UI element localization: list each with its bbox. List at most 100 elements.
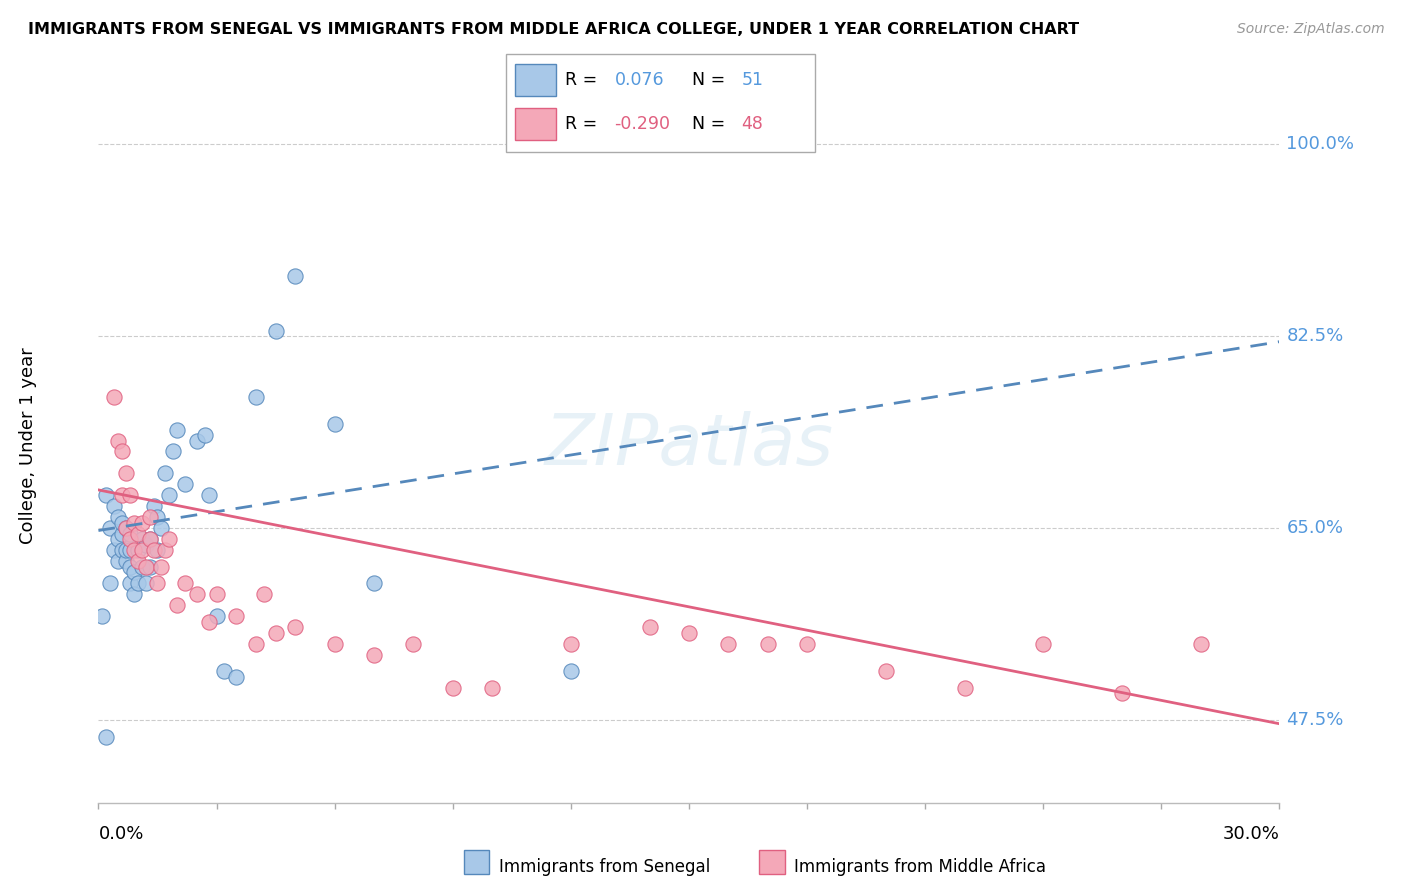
Point (142, 543, 165, 558)
Text: 100.0%: 100.0% (1286, 135, 1354, 153)
Point (103, 500, 125, 514)
Point (225, 669, 247, 683)
Point (127, 554, 149, 568)
Point (127, 543, 149, 558)
Point (150, 559, 173, 574)
Point (142, 500, 165, 514)
Text: Source: ZipAtlas.com: Source: ZipAtlas.com (1237, 22, 1385, 37)
Point (264, 625, 287, 640)
Text: 0.0%: 0.0% (98, 825, 143, 843)
Point (118, 543, 141, 558)
Point (638, 620, 661, 634)
Text: -0.290: -0.290 (614, 115, 671, 133)
Point (155, 543, 177, 558)
Point (115, 521, 138, 535)
Point (284, 268, 307, 283)
Point (111, 526, 134, 541)
Point (122, 587, 145, 601)
Text: Immigrants from Senegal: Immigrants from Senegal (499, 858, 710, 876)
Point (205, 587, 228, 601)
Point (127, 576, 149, 591)
Point (122, 566, 145, 580)
Point (214, 664, 236, 678)
Point (135, 538, 157, 552)
Point (91, 609, 114, 624)
Point (107, 554, 129, 568)
Point (756, 637, 779, 651)
Point (245, 390, 267, 404)
FancyBboxPatch shape (516, 109, 555, 140)
Point (323, 417, 346, 431)
Point (174, 576, 197, 591)
Point (135, 576, 157, 591)
Point (115, 521, 138, 535)
Point (150, 521, 173, 535)
Point (1111, 686, 1133, 700)
Point (118, 488, 141, 502)
Text: 65.0%: 65.0% (1286, 519, 1344, 537)
Point (560, 664, 582, 678)
Point (402, 637, 425, 651)
Point (111, 444, 134, 458)
Point (678, 625, 700, 640)
Text: IMMIGRANTS FROM SENEGAL VS IMMIGRANTS FROM MIDDLE AFRICA COLLEGE, UNDER 1 YEAR C: IMMIGRANTS FROM SENEGAL VS IMMIGRANTS FR… (28, 22, 1080, 37)
Point (146, 576, 169, 591)
Point (253, 587, 276, 601)
Text: ZIPatlas: ZIPatlas (544, 411, 834, 481)
Point (174, 477, 197, 491)
Point (560, 637, 582, 651)
Text: 47.5%: 47.5% (1286, 712, 1344, 730)
Point (146, 510, 169, 524)
Point (118, 526, 141, 541)
Point (264, 324, 287, 338)
Point (717, 637, 740, 651)
Point (98, 521, 121, 535)
Point (115, 543, 138, 558)
Point (96, 730, 118, 744)
Text: R =: R = (565, 115, 603, 133)
Text: 0.076: 0.076 (614, 71, 664, 89)
Point (131, 516, 153, 530)
Point (1032, 637, 1054, 651)
Text: R =: R = (565, 71, 603, 89)
Point (122, 543, 145, 558)
Point (96, 488, 118, 502)
Point (186, 587, 208, 601)
Point (162, 444, 184, 458)
Point (875, 664, 897, 678)
Point (194, 428, 217, 442)
Point (127, 526, 149, 541)
Point (138, 510, 160, 524)
Point (138, 533, 160, 547)
Point (953, 681, 976, 695)
Point (111, 516, 134, 530)
Text: 48: 48 (741, 115, 763, 133)
Text: Immigrants from Middle Africa: Immigrants from Middle Africa (794, 858, 1046, 876)
Point (111, 543, 134, 558)
Point (197, 488, 219, 502)
Point (155, 467, 177, 481)
Point (135, 559, 157, 574)
Point (157, 488, 180, 502)
Point (225, 609, 247, 624)
Point (157, 533, 180, 547)
Point (118, 533, 141, 547)
Point (131, 543, 153, 558)
Text: 82.5%: 82.5% (1286, 327, 1344, 345)
Point (796, 637, 818, 651)
Point (166, 598, 188, 612)
Point (98, 576, 121, 591)
Text: N =: N = (692, 71, 731, 89)
Point (441, 681, 464, 695)
Point (131, 559, 153, 574)
Point (205, 609, 228, 624)
Point (138, 559, 160, 574)
Point (103, 543, 125, 558)
Point (118, 576, 141, 591)
FancyBboxPatch shape (516, 64, 555, 95)
Point (146, 543, 169, 558)
Point (115, 554, 138, 568)
Point (363, 576, 385, 591)
Point (323, 637, 346, 651)
Point (186, 434, 208, 448)
